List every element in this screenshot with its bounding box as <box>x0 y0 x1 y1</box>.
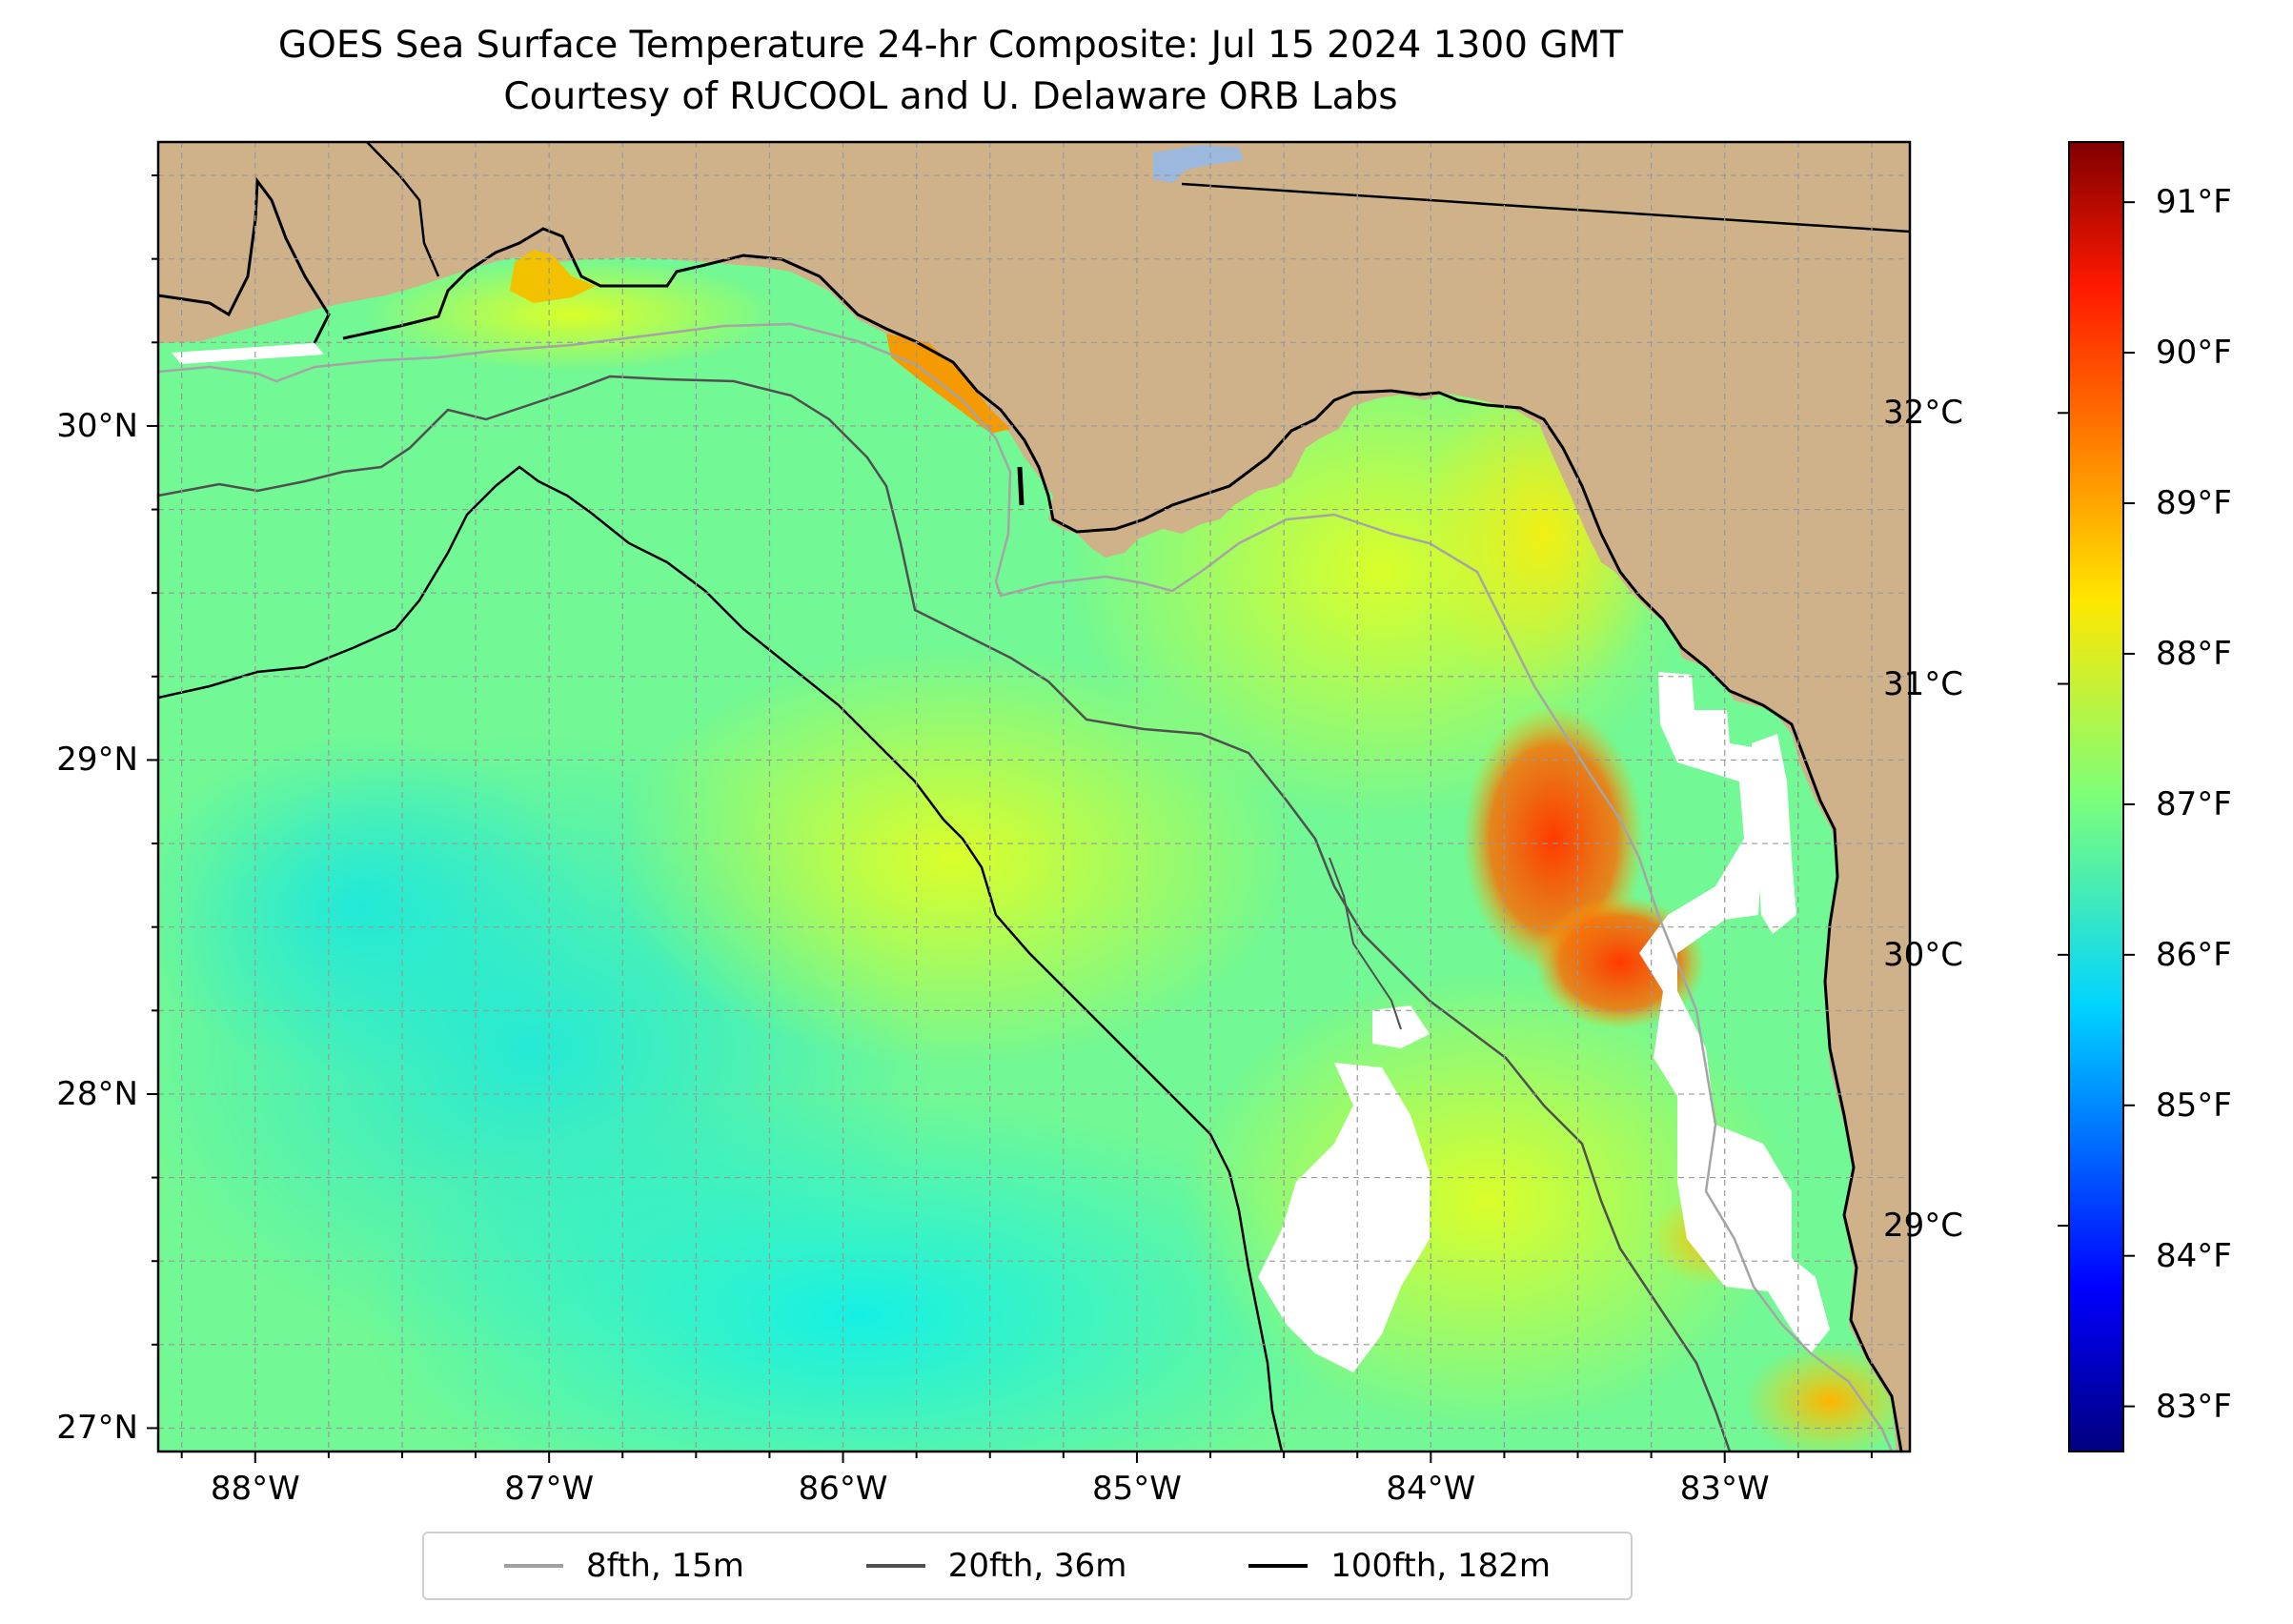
x-tick-label: 85°W <box>1091 1470 1182 1508</box>
colorbar-ticks <box>2058 201 2135 1408</box>
colorbar-f-label: 83°F <box>2156 1387 2232 1426</box>
hot-spot-southeast <box>1744 1344 1910 1451</box>
nearshore-warm-patch <box>510 250 596 303</box>
colorbar-f-label: 89°F <box>2156 484 2232 523</box>
legend-line-20fth <box>865 1564 925 1568</box>
isobath-20fth-shoal <box>1329 857 1402 1030</box>
colorbar-f-label: 88°F <box>2156 634 2232 673</box>
x-tick-label: 86°W <box>798 1470 888 1508</box>
colorbar-f-label: 85°F <box>2156 1086 2232 1125</box>
coast-marker <box>1017 466 1025 506</box>
colorbar-c-label: 32°C <box>1882 394 1963 433</box>
legend: 8fth, 15m 20fth, 36m 100fth, 182m <box>422 1532 1633 1600</box>
x-tick-label: 83°W <box>1679 1470 1770 1508</box>
colorbar <box>2068 141 2124 1452</box>
cool-water-region-south <box>362 1096 1353 1451</box>
colorbar-f-label: 87°F <box>2156 784 2232 823</box>
colorbar-c-label: 29°C <box>1882 1207 1963 1246</box>
state-border-fl-ga <box>1181 182 1910 233</box>
colorbar-c-label: 30°C <box>1882 935 1963 974</box>
nearshore-warm-patch-2 <box>886 334 1010 434</box>
legend-label-100fth: 100fth, 182m <box>1330 1547 1552 1585</box>
y-tick-label: 29°N <box>56 741 138 780</box>
colorbar-f-label: 90°F <box>2156 334 2232 373</box>
legend-item-100fth: 100fth, 182m <box>1248 1547 1551 1585</box>
cool-water-region-west <box>158 734 591 1077</box>
coastline <box>158 176 1903 1451</box>
land-mass <box>158 142 1910 1451</box>
lake <box>1153 145 1244 183</box>
chart-title: GOES Sea Surface Temperature 24-hr Compo… <box>277 24 1624 67</box>
colorbar-c-label: 31°C <box>1882 664 1963 703</box>
legend-label-8fth: 8fth, 15m <box>585 1547 744 1585</box>
legend-line-8fth <box>503 1564 563 1568</box>
map-gridlines <box>158 142 1910 1451</box>
legend-line-100fth <box>1248 1564 1309 1568</box>
warm-water-nearshore <box>362 257 781 372</box>
x-tick-label: 84°W <box>1386 1470 1476 1508</box>
isobath-8fth <box>158 322 1894 1451</box>
colorbar-f-label: 86°F <box>2156 935 2232 974</box>
isobath-20fth <box>158 375 1732 1451</box>
map-frame <box>156 140 1912 1453</box>
state-border-al <box>366 142 440 277</box>
axis-ticks <box>147 174 1873 1463</box>
isobath-100fth <box>158 465 1284 1451</box>
colorbar-f-label: 84°F <box>2156 1236 2232 1275</box>
legend-label-20fth: 20fth, 36m <box>947 1547 1127 1585</box>
legend-item-8fth: 8fth, 15m <box>503 1547 744 1585</box>
y-tick-label: 28°N <box>56 1074 138 1113</box>
warm-water-central <box>610 648 1296 1067</box>
chart-subtitle: Courtesy of RUCOOL and U. Delaware ORB L… <box>503 75 1398 118</box>
y-tick-label: 27°N <box>56 1409 138 1448</box>
x-tick-label: 88°W <box>210 1470 300 1508</box>
x-tick-label: 87°W <box>504 1470 595 1508</box>
colorbar-f-label: 91°F <box>2156 183 2232 222</box>
y-tick-label: 30°N <box>56 406 138 445</box>
legend-item-20fth: 20fth, 36m <box>865 1547 1127 1585</box>
